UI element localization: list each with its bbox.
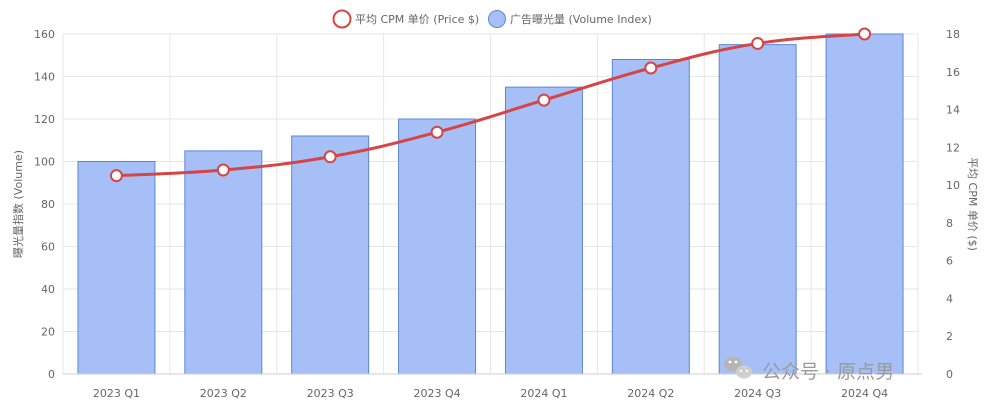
- y-tick-label: 160: [34, 28, 55, 41]
- y-axis-title: 曝光量指数 (Volume): [11, 150, 25, 258]
- bar-2024-q2[interactable]: [611, 59, 690, 375]
- watermark: 公众号 · 原点男: [724, 356, 894, 383]
- bar-2023-q2[interactable]: [184, 150, 263, 375]
- price-point-2024-q1[interactable]: [537, 93, 551, 107]
- axes: 0 20 40 60 80 100 120 140 160 0 2 4 6 8 10 12 14 16 18 2023…: [34, 28, 960, 400]
- bar-series: [77, 33, 904, 375]
- legend-volume-label: 广告曝光量 (Volume Index): [510, 12, 652, 26]
- wechat-icon: [724, 356, 752, 379]
- legend-price-marker: [332, 9, 352, 29]
- y2-tick-label: 2: [946, 330, 953, 343]
- bar-2024-q1[interactable]: [504, 86, 583, 375]
- price-line: [116, 32, 865, 178]
- bar-2023-q1[interactable]: [77, 161, 156, 375]
- line-series: [109, 27, 872, 183]
- y2-tick-label: 12: [946, 141, 960, 154]
- y-tick-label: 60: [41, 241, 55, 254]
- price-point-2024-q3[interactable]: [751, 36, 765, 50]
- y-tick-label: 40: [41, 283, 55, 296]
- y-tick-label: 80: [41, 198, 55, 211]
- y-tick-label: 120: [34, 113, 55, 126]
- price-point-2024-q4[interactable]: [858, 27, 872, 41]
- price-point-2023-q3[interactable]: [323, 150, 337, 164]
- x-tick-label: 2023 Q4: [413, 387, 460, 400]
- x-tick-label: 2024 Q1: [520, 387, 567, 400]
- legend-price-label: 平均 CPM 单价 (Price $): [355, 13, 479, 26]
- x-tick-label: 2023 Q3: [307, 387, 354, 400]
- bar-2024-q4[interactable]: [825, 33, 904, 375]
- y2-tick-label: 4: [946, 292, 953, 305]
- price-point-2023-q1[interactable]: [109, 169, 123, 183]
- price-point-2023-q4[interactable]: [430, 125, 444, 139]
- y2-tick-label: 6: [946, 255, 953, 268]
- price-point-2023-q2[interactable]: [216, 163, 230, 177]
- x-tick-label: 2023 Q1: [93, 387, 140, 400]
- y-tick-label: 0: [48, 368, 55, 381]
- y-tick-label: 140: [34, 71, 55, 84]
- x-tick-label: 2024 Q3: [734, 387, 781, 400]
- y2-tick-label: 14: [946, 104, 960, 117]
- legend: 平均 CPM 单价 (Price $) 广告曝光量 (Volume Index): [332, 9, 652, 29]
- y-tick-label: 100: [34, 156, 55, 169]
- y2-tick-label: 0: [946, 368, 953, 381]
- bar-2024-q3[interactable]: [718, 44, 797, 375]
- x-tick-label: 2024 Q2: [627, 387, 674, 400]
- y2-tick-label: 18: [946, 28, 960, 41]
- watermark-text: 公众号 · 原点男: [762, 361, 894, 383]
- bar-2023-q3[interactable]: [291, 135, 370, 375]
- legend-item-volume[interactable]: 广告曝光量 (Volume Index): [488, 10, 652, 28]
- bar-2023-q4[interactable]: [398, 118, 477, 375]
- y2-tick-label: 10: [946, 179, 960, 192]
- y2-axis-title: 平均 CPM 单价 ($): [966, 157, 979, 251]
- legend-item-price[interactable]: 平均 CPM 单价 (Price $): [332, 9, 480, 29]
- y-tick-label: 20: [41, 326, 55, 339]
- y2-tick-label: 16: [946, 66, 960, 79]
- x-tick-label: 2023 Q2: [200, 387, 247, 400]
- y2-tick-label: 8: [946, 217, 953, 230]
- x-tick-label: 2024 Q4: [841, 387, 888, 400]
- price-point-2024-q2[interactable]: [644, 61, 658, 75]
- legend-volume-marker: [488, 10, 506, 28]
